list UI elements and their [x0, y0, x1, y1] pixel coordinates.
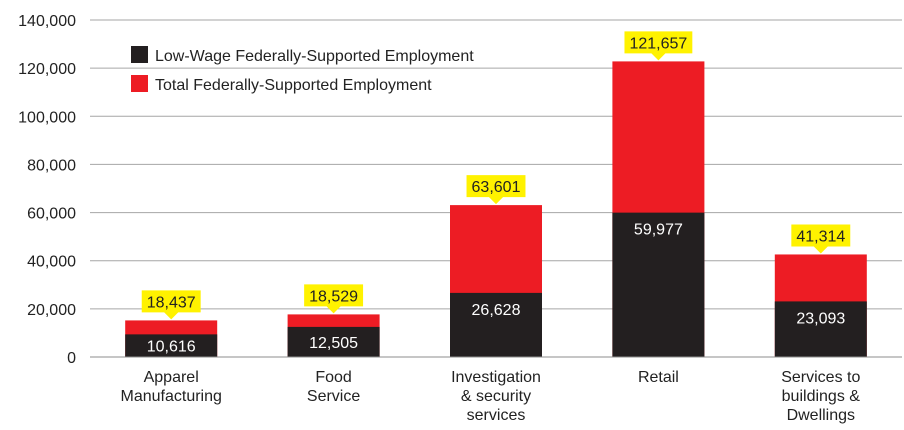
low-wage-value-label: 59,977 [634, 222, 683, 239]
x-category-label: Apparel [144, 369, 199, 386]
x-axis: Apparel Manufacturing Food Service Investiga… [90, 356, 902, 424]
total-callout-box [624, 31, 693, 61]
low-wage-value-label: 10,616 [147, 339, 196, 356]
total-callouts: 18,437 18,529 63,601 121,657 41,314 [141, 31, 851, 320]
total-value-label: 63,601 [472, 179, 521, 196]
bar-low-wage [287, 326, 380, 357]
bars [125, 61, 867, 357]
total-callout-box [141, 290, 201, 320]
total-value-label: 18,437 [147, 294, 196, 311]
x-category-label: Food [315, 369, 351, 386]
legend: Low-Wage Federally-Supported Employment … [131, 46, 474, 94]
x-category-label: buildings & [782, 388, 861, 405]
total-value-label: 18,529 [309, 288, 358, 305]
total-value-label: 41,314 [796, 228, 845, 245]
bar-low-wage [450, 292, 542, 357]
x-category-label: Services to [781, 369, 860, 386]
y-tick-label: 60,000 [27, 206, 76, 223]
x-category-label: & security [461, 388, 531, 405]
y-tick-label: 140,000 [18, 13, 76, 30]
bar-low-wage [774, 301, 867, 357]
y-axis: 0 20,000 40,000 60,000 80,000 100,000 120,000 1… [18, 13, 76, 367]
total-callout-box [791, 224, 851, 254]
legend-swatch-low-wage [131, 46, 148, 63]
total-callout-box [466, 175, 526, 205]
x-category-label: Retail [638, 369, 679, 386]
total-value-label: 121,657 [629, 35, 687, 52]
legend-swatch-total [131, 75, 148, 92]
bar-value-labels: 10,616 12,505 26,628 59,977 23,093 [147, 222, 846, 356]
bar-low-wage [125, 334, 218, 357]
x-category-label: Manufacturing [121, 388, 222, 405]
bar-low-wage [612, 212, 705, 357]
x-category-label: Investigation [451, 369, 541, 386]
y-tick-label: 0 [67, 350, 76, 367]
y-tick-label: 80,000 [27, 157, 76, 174]
total-callout-box [304, 284, 364, 314]
y-tick-label: 100,000 [18, 109, 76, 126]
y-tick-label: 40,000 [27, 254, 76, 271]
y-tick-label: 20,000 [27, 302, 76, 319]
low-wage-value-label: 12,505 [309, 335, 358, 352]
x-category-label: services [467, 407, 526, 424]
legend-label-total: Total Federally-Supported Employment [155, 77, 432, 94]
x-category-label: Service [307, 388, 360, 405]
low-wage-value-label: 26,628 [472, 302, 521, 319]
x-category-label: Dwellings [787, 407, 855, 424]
y-tick-label: 120,000 [18, 61, 76, 78]
low-wage-value-label: 23,093 [796, 310, 845, 327]
legend-label-low-wage: Low-Wage Federally-Supported Employment [155, 48, 474, 65]
